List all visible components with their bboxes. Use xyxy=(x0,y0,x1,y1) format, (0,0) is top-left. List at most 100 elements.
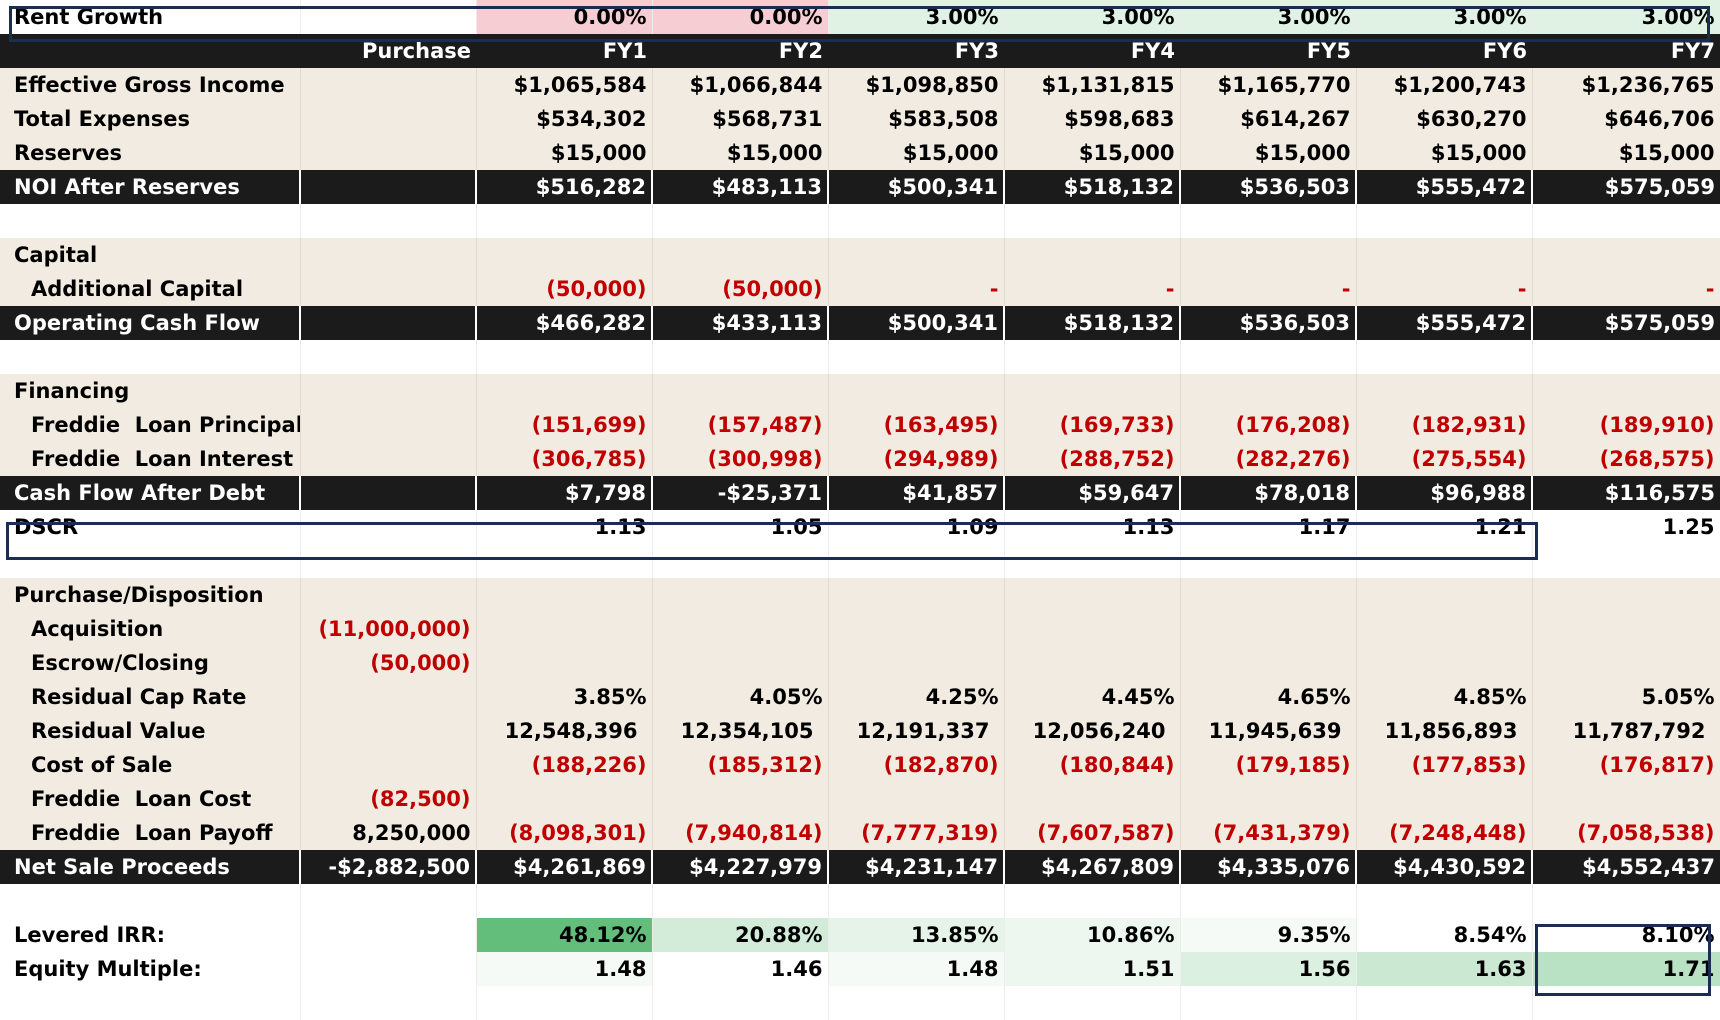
rent-growth-fy7[interactable]: 3.00% xyxy=(1532,0,1720,34)
cell[interactable] xyxy=(0,204,301,238)
cfad-cell[interactable]: $78,018 xyxy=(1180,476,1357,510)
equity-multiple-cell[interactable]: 1.48 xyxy=(476,952,653,986)
reserves-label[interactable]: Reserves xyxy=(0,136,301,170)
equity-multiple-cell[interactable]: 1.48 xyxy=(828,952,1005,986)
cell[interactable] xyxy=(1180,782,1357,816)
cell[interactable] xyxy=(652,646,829,680)
cell[interactable] xyxy=(652,884,829,918)
cell[interactable] xyxy=(828,544,1005,578)
cell[interactable] xyxy=(1004,578,1181,612)
cap-rate-cell[interactable]: 4.25% xyxy=(828,680,1005,714)
cell[interactable] xyxy=(652,374,829,408)
dscr-cell[interactable]: 1.13 xyxy=(476,510,653,544)
ocf-cell[interactable]: $500,341 xyxy=(828,306,1005,340)
cell[interactable] xyxy=(1180,544,1357,578)
cfad-label[interactable]: Cash Flow After Debt xyxy=(0,476,301,510)
cell[interactable] xyxy=(1180,612,1357,646)
cell[interactable] xyxy=(300,408,477,442)
cell[interactable] xyxy=(1180,578,1357,612)
cell[interactable] xyxy=(652,238,829,272)
equity-multiple-cell[interactable]: 1.71 xyxy=(1532,952,1720,986)
cost-of-sale-cell[interactable]: (180,844) xyxy=(1004,748,1181,782)
ocf-cell[interactable]: $555,472 xyxy=(1356,306,1533,340)
cell[interactable] xyxy=(300,102,477,136)
cost-of-sale-cell[interactable]: (176,817) xyxy=(1532,748,1720,782)
loan-principal-cell[interactable]: (182,931) xyxy=(1356,408,1533,442)
cost-of-sale-cell[interactable]: (182,870) xyxy=(828,748,1005,782)
cell[interactable] xyxy=(652,986,829,1020)
noi-label[interactable]: NOI After Reserves xyxy=(0,170,301,204)
cell[interactable] xyxy=(828,340,1005,374)
cell[interactable] xyxy=(828,782,1005,816)
cell[interactable] xyxy=(1356,782,1533,816)
cell[interactable] xyxy=(300,680,477,714)
header-fy4[interactable]: FY4 xyxy=(1004,34,1180,68)
ocf-cell[interactable]: $536,503 xyxy=(1180,306,1357,340)
cfad-cell[interactable]: $7,798 xyxy=(476,476,653,510)
expenses-cell[interactable]: $534,302 xyxy=(476,102,653,136)
cap-rate-cell[interactable]: 3.85% xyxy=(476,680,653,714)
egi-label[interactable]: Effective Gross Income xyxy=(0,68,301,102)
cell[interactable] xyxy=(1004,612,1181,646)
header-fy1[interactable]: FY1 xyxy=(476,34,652,68)
cell[interactable] xyxy=(828,884,1005,918)
cell[interactable] xyxy=(300,0,477,34)
residual-value-cell[interactable]: 12,056,240 xyxy=(1004,714,1181,748)
cell[interactable] xyxy=(300,918,477,952)
cell[interactable] xyxy=(828,578,1005,612)
cell[interactable] xyxy=(1004,374,1181,408)
loan-payoff-cell[interactable]: (7,248,448) xyxy=(1356,816,1533,850)
dscr-cell[interactable]: 1.25 xyxy=(1532,510,1720,544)
egi-cell[interactable]: $1,131,815 xyxy=(1004,68,1181,102)
equity-multiple-cell[interactable]: 1.46 xyxy=(652,952,829,986)
header-fy3[interactable]: FY3 xyxy=(828,34,1004,68)
acquisition-purchase[interactable]: (11,000,000) xyxy=(300,612,477,646)
egi-cell[interactable]: $1,200,743 xyxy=(1356,68,1533,102)
net-sale-purchase[interactable]: -$2,882,500 xyxy=(300,850,477,884)
cell[interactable] xyxy=(300,578,477,612)
loan-payoff-cell[interactable]: (7,777,319) xyxy=(828,816,1005,850)
cell[interactable] xyxy=(1356,374,1533,408)
cell[interactable] xyxy=(476,782,653,816)
cfad-cell[interactable]: -$25,371 xyxy=(652,476,829,510)
cap-rate-cell[interactable]: 4.85% xyxy=(1356,680,1533,714)
cell[interactable] xyxy=(1004,204,1181,238)
irr-cell[interactable]: 10.86% xyxy=(1004,918,1181,952)
cell[interactable] xyxy=(300,476,477,510)
noi-cell[interactable]: $500,341 xyxy=(828,170,1005,204)
net-sale-cell[interactable]: $4,231,147 xyxy=(828,850,1005,884)
additional-capital-cell[interactable]: - xyxy=(1356,272,1533,306)
loan-payoff-cell[interactable]: (7,058,538) xyxy=(1532,816,1720,850)
egi-cell[interactable]: $1,236,765 xyxy=(1532,68,1720,102)
equity-multiple-cell[interactable]: 1.56 xyxy=(1180,952,1357,986)
residual-value-cell[interactable]: 12,354,105 xyxy=(652,714,829,748)
expenses-label[interactable]: Total Expenses xyxy=(0,102,301,136)
loan-principal-label[interactable]: Freddie Loan Principal xyxy=(0,408,301,442)
financing-section-label[interactable]: Financing xyxy=(0,374,301,408)
cfad-cell[interactable]: $41,857 xyxy=(828,476,1005,510)
disposition-section-label[interactable]: Purchase/Disposition xyxy=(0,578,301,612)
capital-section-label[interactable]: Capital xyxy=(0,238,301,272)
cap-rate-label[interactable]: Residual Cap Rate xyxy=(0,680,301,714)
residual-value-cell[interactable]: 11,945,639 xyxy=(1180,714,1357,748)
cell[interactable] xyxy=(0,34,300,68)
residual-value-cell[interactable]: 12,191,337 xyxy=(828,714,1005,748)
cap-rate-cell[interactable]: 5.05% xyxy=(1532,680,1720,714)
noi-cell[interactable]: $536,503 xyxy=(1180,170,1357,204)
cell[interactable] xyxy=(1532,986,1720,1020)
additional-capital-cell[interactable]: - xyxy=(1004,272,1181,306)
cost-of-sale-cell[interactable]: (185,312) xyxy=(652,748,829,782)
cell[interactable] xyxy=(476,544,653,578)
noi-cell[interactable]: $555,472 xyxy=(1356,170,1533,204)
rent-growth-fy6[interactable]: 3.00% xyxy=(1356,0,1533,34)
ocf-cell[interactable]: $575,059 xyxy=(1532,306,1720,340)
cell[interactable] xyxy=(1004,646,1181,680)
equity-multiple-cell[interactable]: 1.63 xyxy=(1356,952,1533,986)
loan-interest-cell[interactable]: (294,989) xyxy=(828,442,1005,476)
loan-interest-cell[interactable]: (306,785) xyxy=(476,442,653,476)
loan-interest-cell[interactable]: (282,276) xyxy=(1180,442,1357,476)
cell[interactable] xyxy=(300,952,477,986)
loan-principal-cell[interactable]: (163,495) xyxy=(828,408,1005,442)
rent-growth-fy4[interactable]: 3.00% xyxy=(1004,0,1181,34)
cell[interactable] xyxy=(0,884,301,918)
